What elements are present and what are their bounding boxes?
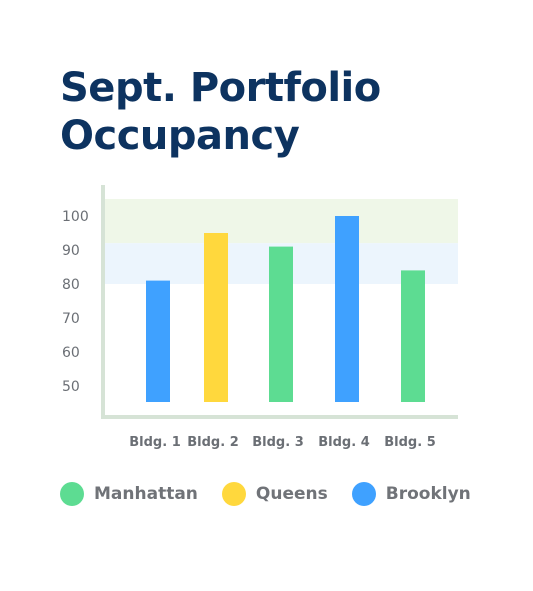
legend-item-brooklyn: Brooklyn (351, 482, 471, 506)
x-tick-label-bldg-4: Bldg. 4 (318, 435, 370, 450)
bar-bldg-5 (401, 270, 425, 402)
x-tick-label-bldg-2: Bldg. 2 (187, 435, 239, 450)
x-tick-label-bldg-3: Bldg. 3 (252, 435, 304, 450)
chart-band-1 (105, 199, 458, 244)
legend-label-manhattan: Manhattan (94, 484, 198, 504)
legend-dot-manhattan (60, 482, 84, 506)
legend: Manhattan Queens Brooklyn (60, 482, 495, 506)
bar-bldg-3 (269, 246, 293, 402)
y-tick-label-50: 50 (62, 379, 80, 395)
legend-label-queens: Queens (255, 484, 328, 504)
legend-item-queens: Queens (221, 482, 328, 506)
y-tick-label-100: 100 (62, 209, 89, 225)
y-tick-label-60: 60 (62, 345, 80, 361)
chart-title-line-1: Sept. Portfolio (60, 65, 381, 111)
x-tick-label-bldg-5: Bldg. 5 (384, 435, 436, 450)
legend-dot-queens (221, 482, 246, 506)
y-tick-label-70: 70 (62, 311, 80, 327)
legend-label-brooklyn: Brooklyn (385, 484, 471, 504)
chart-title-line-2: Occupancy (60, 113, 300, 159)
legend-dot-brooklyn (351, 482, 376, 506)
x-tick-label-bldg-1: Bldg. 1 (129, 435, 181, 450)
x-axis-line (101, 415, 458, 419)
legend-item-manhattan: Manhattan (60, 482, 198, 506)
bar-bldg-4 (335, 216, 359, 402)
y-tick-label-80: 80 (62, 277, 80, 293)
bar-bldg-1 (146, 280, 170, 402)
chart-title: Sept. Portfolio Occupancy (60, 64, 500, 160)
y-tick-label-90: 90 (62, 243, 80, 259)
y-axis-line (101, 185, 105, 419)
bar-bldg-2 (204, 233, 228, 402)
